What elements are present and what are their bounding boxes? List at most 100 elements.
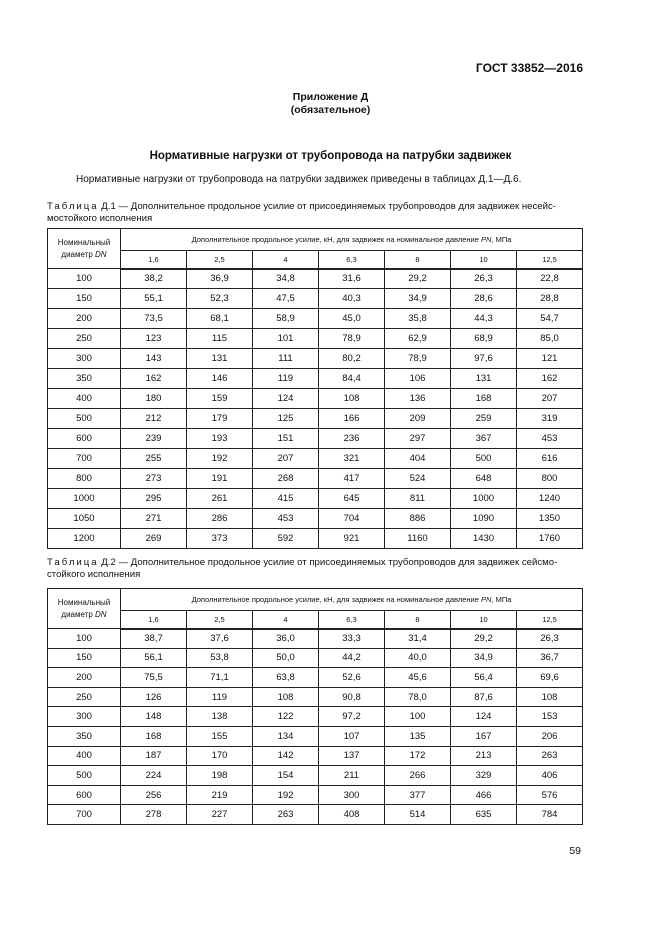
table-cell: 73,5 xyxy=(120,308,187,329)
table-cell: 34,8 xyxy=(252,268,319,289)
table-cell: 224 xyxy=(120,765,187,786)
table-cell: 1350 xyxy=(516,508,583,529)
dn-cell: 600 xyxy=(47,428,121,449)
table-cell: 180 xyxy=(120,388,187,409)
column-header-pressure: 2,5 xyxy=(186,250,253,270)
table-cell: 168 xyxy=(450,388,517,409)
table-cell: 45,0 xyxy=(318,308,385,329)
dn-cell: 1200 xyxy=(47,528,121,549)
table-cell: 37,6 xyxy=(186,628,253,649)
table-cell: 84,4 xyxy=(318,368,385,389)
table-cell: 704 xyxy=(318,508,385,529)
table-cell: 263 xyxy=(516,745,583,767)
table-cell: 36,0 xyxy=(252,628,319,649)
table-cell: 206 xyxy=(516,725,583,747)
dn-cell: 700 xyxy=(47,804,121,825)
table-cell: 40,3 xyxy=(318,288,385,309)
table-cell: 29,2 xyxy=(450,628,517,649)
annex-subtitle: (обязательное) xyxy=(290,104,371,116)
table-cell: 36,9 xyxy=(186,268,253,289)
table-cell: 142 xyxy=(252,745,319,767)
column-header-pressure: 2,5 xyxy=(186,610,253,630)
column-header-pressure: 6,3 xyxy=(318,610,385,630)
table-cell: 273 xyxy=(120,468,187,489)
table-cell: 514 xyxy=(384,804,451,825)
table-cell: 921 xyxy=(318,528,385,549)
table-cell: 453 xyxy=(252,508,319,529)
dn-cell: 150 xyxy=(47,647,121,669)
table-cell: 300 xyxy=(318,784,385,806)
table-cell: 146 xyxy=(186,368,253,389)
table-cell: 192 xyxy=(186,448,253,469)
table-cell: 121 xyxy=(516,348,583,369)
table-cell: 212 xyxy=(120,408,187,429)
table-cell: 28,6 xyxy=(450,288,517,309)
table-row: 1000 295 261 415 645 811 1000 1240 xyxy=(47,488,583,509)
pressure-header-row: 1,6 2,5 4 6,3 8 10 12,5 xyxy=(48,250,583,270)
column-header-pressure: 10 xyxy=(450,610,517,630)
table-cell: 26,3 xyxy=(516,628,583,649)
dn-cell: 300 xyxy=(47,348,121,369)
dn-cell: 300 xyxy=(47,706,121,727)
table-row: 300 143 131 111 80,2 78,9 97,6 121 xyxy=(47,348,583,369)
dn-cell: 600 xyxy=(47,784,121,806)
table-cell: 125 xyxy=(252,408,319,429)
table-cell: 227 xyxy=(186,804,253,825)
table-cell: 45,6 xyxy=(384,667,451,688)
column-header-dn: Номинальный диаметр DN xyxy=(47,588,121,629)
page-number: 59 xyxy=(569,845,581,857)
table-cell: 239 xyxy=(120,428,187,449)
table-cell: 319 xyxy=(516,408,583,429)
table-cell: 811 xyxy=(384,488,451,509)
table-cell: 123 xyxy=(120,328,187,349)
table-cell: 616 xyxy=(516,448,583,469)
table-cell: 134 xyxy=(252,725,319,747)
table-cell: 645 xyxy=(318,488,385,509)
table-cell: 38,2 xyxy=(120,268,187,289)
table-cell: 52,6 xyxy=(318,667,385,688)
column-header-dn: Номинальный диаметр DN xyxy=(47,228,121,269)
table-cell: 78,0 xyxy=(384,686,451,708)
table-cell: 329 xyxy=(450,765,517,786)
table-cell: 97,6 xyxy=(450,348,517,369)
table-cell: 28,8 xyxy=(516,288,583,309)
table-cell: 268 xyxy=(252,468,319,489)
table-cell: 648 xyxy=(450,468,517,489)
table-cell: 34,9 xyxy=(384,288,451,309)
table-cell: 453 xyxy=(516,428,583,449)
column-header-pressure: 8 xyxy=(384,610,451,630)
table-cell: 126 xyxy=(120,686,187,708)
column-header-pressure: 6,3 xyxy=(318,250,385,270)
table-cell: 1240 xyxy=(516,488,583,509)
table-cell: 138 xyxy=(186,706,253,727)
table-cell: 78,9 xyxy=(318,328,385,349)
table-cell: 266 xyxy=(384,765,451,786)
dn-cell: 200 xyxy=(47,667,121,688)
table-cell: 36,7 xyxy=(516,647,583,669)
table-cell: 22,8 xyxy=(516,268,583,289)
table-cell: 373 xyxy=(186,528,253,549)
dn-cell: 350 xyxy=(47,368,121,389)
table-cell: 71,1 xyxy=(186,667,253,688)
table-cell: 151 xyxy=(252,428,319,449)
table-cell: 137 xyxy=(318,745,385,767)
table-row: 600 239 193 151 236 297 367 453 xyxy=(47,428,583,449)
dn-cell: 250 xyxy=(47,328,121,349)
table-cell: 800 xyxy=(516,468,583,489)
table-cell: 106 xyxy=(384,368,451,389)
table-row: 350 168 155 134 107 135 167 206 xyxy=(47,725,583,747)
dn-cell: 200 xyxy=(47,308,121,329)
table-cell: 136 xyxy=(384,388,451,409)
table-cell: 131 xyxy=(186,348,253,369)
section-title: Нормативные нагрузки от трубопровода на … xyxy=(149,150,512,162)
table-cell: 100 xyxy=(384,706,451,727)
table-cell: 58,9 xyxy=(252,308,319,329)
intro-paragraph: Нормативные нагрузки от трубопровода на … xyxy=(76,174,522,185)
table-cell: 271 xyxy=(120,508,187,529)
table-cell: 269 xyxy=(120,528,187,549)
table-cell: 213 xyxy=(450,745,517,767)
table-cell: 198 xyxy=(186,765,253,786)
table-row: 100 38,2 36,9 34,8 31,6 29,2 26,3 22,8 xyxy=(47,268,583,289)
table-cell: 259 xyxy=(450,408,517,429)
